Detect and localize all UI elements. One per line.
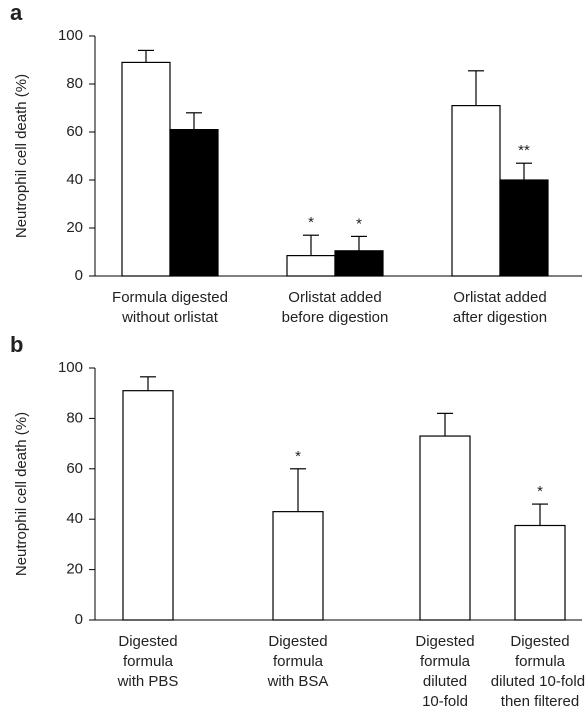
- bar: [169, 129, 219, 277]
- x-tick-label-line: Digested: [118, 633, 177, 650]
- significance-label: *: [295, 448, 301, 465]
- x-tick-label-line: Digested: [268, 633, 327, 650]
- y-tick-label: 100: [58, 27, 83, 44]
- x-tick-label: Orlistat added before digestion: [282, 289, 389, 326]
- y-tick-label: 60: [66, 460, 83, 477]
- y-tick-label: 40: [66, 171, 83, 188]
- y-tick-label: 80: [66, 75, 83, 92]
- x-tick-label: Digested formula with PBS: [117, 633, 179, 690]
- significance-label: *: [356, 215, 362, 232]
- x-tick-label: Digested formula diluted 10-fold, then filt…: [491, 633, 585, 710]
- x-tick-label: Digested formula with BSA: [267, 633, 329, 690]
- x-tick-label-line: after digestion: [453, 309, 547, 326]
- significance-label: *: [537, 483, 543, 500]
- x-tick-label-line: Formula digested: [112, 289, 228, 306]
- bar: [122, 390, 174, 621]
- significance-label: *: [308, 214, 314, 231]
- y-tick-label: 0: [75, 267, 83, 284]
- bar: [286, 255, 336, 277]
- x-tick-label-line: Orlistat added: [288, 289, 381, 306]
- x-tick-label-line: diluted 10-fold,: [491, 673, 585, 690]
- y-tick-label: 60: [66, 123, 83, 140]
- y-tick-label: 0: [75, 611, 83, 628]
- x-tick-label-line: Digested: [510, 633, 569, 650]
- bar: [121, 61, 171, 277]
- x-tick-label-line: formula: [123, 653, 174, 670]
- panel-label: b: [10, 332, 23, 357]
- x-tick-label-line: Orlistat added: [453, 289, 546, 306]
- x-tick-label: Formula digested without orlistat: [112, 289, 228, 326]
- y-tick-label: 20: [66, 219, 83, 236]
- bar: [334, 250, 384, 277]
- significance-label: **: [518, 142, 530, 159]
- x-tick-label-line: before digestion: [282, 309, 389, 326]
- bar: [272, 511, 324, 621]
- x-tick-label-line: formula: [420, 653, 471, 670]
- bar: [514, 524, 566, 621]
- x-tick-label-line: Digested: [415, 633, 474, 650]
- x-tick-label: Digested formula diluted 10-fold: [415, 633, 474, 710]
- x-tick-label-line: diluted: [423, 673, 467, 690]
- bar: [451, 104, 501, 277]
- y-tick-label: 40: [66, 510, 83, 527]
- x-tick-label: Orlistat added after digestion: [453, 289, 547, 326]
- x-tick-label-line: then filtered: [501, 693, 579, 710]
- y-tick-label: 100: [58, 359, 83, 376]
- x-tick-label-line: with BSA: [267, 673, 329, 690]
- y-tick-label: 20: [66, 561, 83, 578]
- bar: [419, 435, 471, 621]
- bar: [499, 179, 549, 277]
- x-tick-label-line: formula: [515, 653, 566, 670]
- x-tick-label-line: with PBS: [117, 673, 179, 690]
- y-axis-label: Neutrophil cell death (%): [13, 74, 30, 238]
- y-tick-label: 80: [66, 409, 83, 426]
- x-tick-label-line: formula: [273, 653, 324, 670]
- x-tick-label-line: 10-fold: [422, 693, 468, 710]
- x-tick-label-line: without orlistat: [121, 309, 219, 326]
- panel-label: a: [10, 0, 23, 25]
- y-axis-label: Neutrophil cell death (%): [13, 412, 30, 576]
